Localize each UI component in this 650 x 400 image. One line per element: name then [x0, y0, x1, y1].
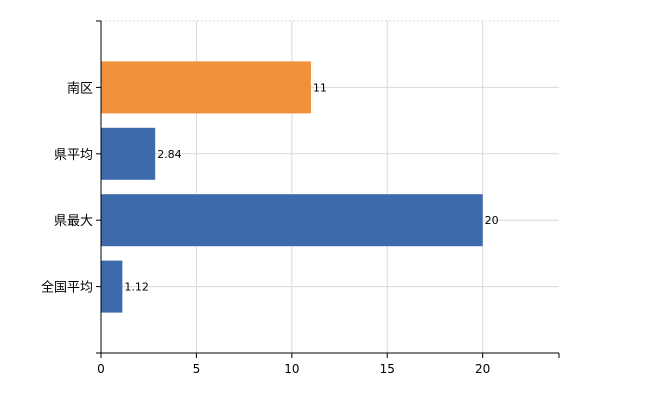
- x-tick-label-1: 5: [193, 362, 201, 376]
- data-label-0: 11: [313, 81, 327, 94]
- x-tick-label-2: 10: [284, 362, 299, 376]
- bar-1: [101, 127, 156, 180]
- x-tick-label-4: 20: [475, 362, 490, 376]
- x-tick-label-3: 15: [380, 362, 395, 376]
- bar-3: [101, 260, 123, 313]
- data-label-2: 20: [485, 214, 499, 227]
- data-label-3: 1.12: [124, 281, 149, 294]
- bar-0: [101, 61, 311, 114]
- category-label-2: 県最大: [54, 214, 93, 229]
- bar-2: [101, 194, 483, 247]
- category-label-3: 全国平均: [41, 280, 93, 296]
- category-label-0: 南区: [67, 80, 93, 96]
- axis-layer: [96, 20, 560, 358]
- x-tick-label-0: 0: [97, 362, 105, 376]
- category-label-1: 県平均: [54, 148, 93, 163]
- data-label-1: 2.84: [157, 148, 182, 161]
- bar-layer: [101, 61, 483, 313]
